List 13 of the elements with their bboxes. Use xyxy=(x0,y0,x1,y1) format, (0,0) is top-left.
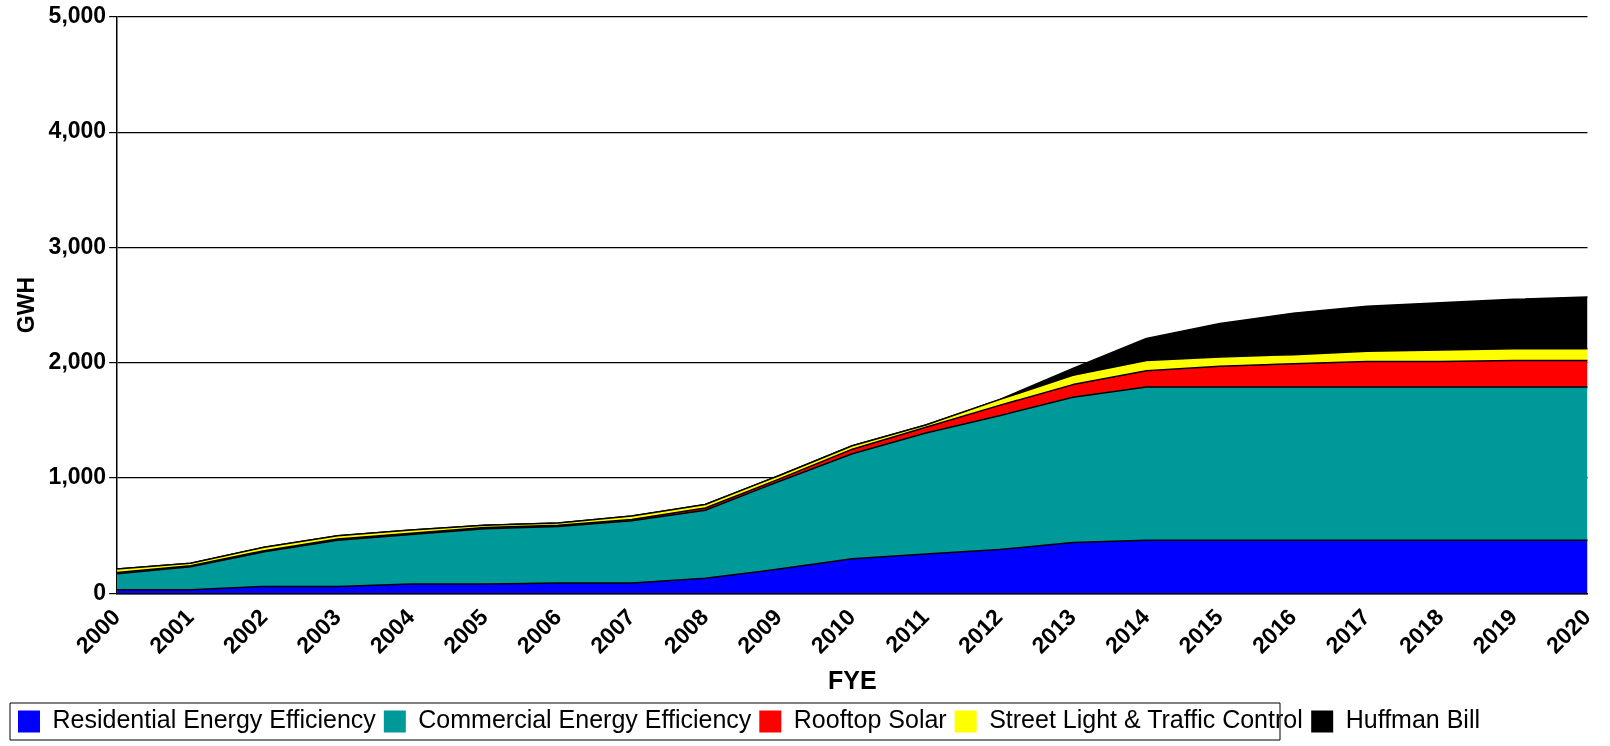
legend-label: Rooftop Solar xyxy=(793,705,947,734)
y-tick-label: 1,000 xyxy=(48,463,107,490)
legend-label: Huffman Bill xyxy=(1345,705,1481,734)
x-axis-title: FYE xyxy=(828,665,877,694)
y-tick-label: 4,000 xyxy=(48,117,107,144)
legend-label: Residential Energy Efficiency xyxy=(52,705,377,734)
legend-label: Street Light & Traffic Control xyxy=(989,705,1303,734)
legend-label: Commercial Energy Efficiency xyxy=(418,705,752,734)
y-tick-label: 2,000 xyxy=(48,348,107,375)
y-axis-title: GWH xyxy=(13,276,40,334)
y-tick-label: 3,000 xyxy=(48,232,107,259)
y-tick-label: 5,000 xyxy=(48,2,107,29)
y-tick-label: 0 xyxy=(93,578,107,605)
